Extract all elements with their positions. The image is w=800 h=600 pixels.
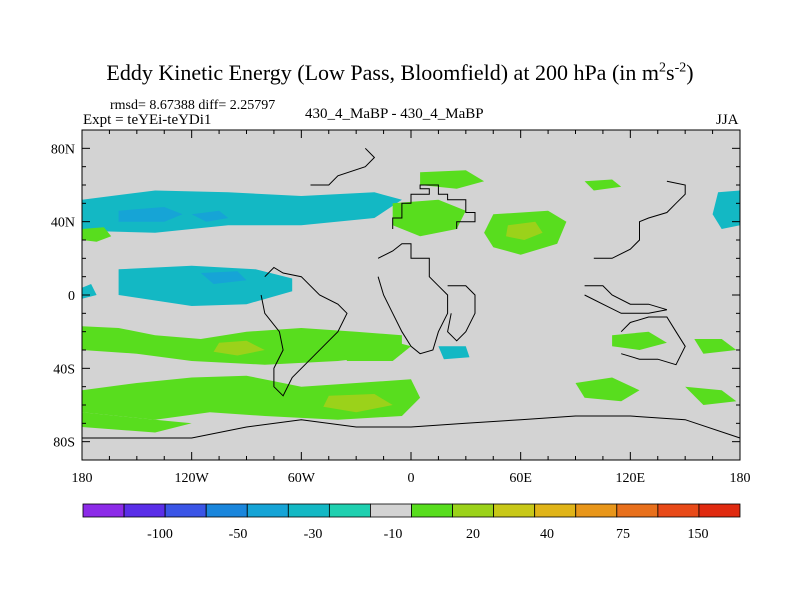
x-tick-label: 60W [288, 471, 316, 486]
colorbar-swatch [123, 503, 166, 518]
coastline-america-block [260, 266, 348, 397]
colorbar-swatch [493, 503, 536, 518]
coastline-europe-block [392, 184, 476, 229]
season-label: JJA [716, 112, 739, 128]
y-tick-label: 40S [53, 362, 75, 377]
region-europe-green-patch [392, 199, 466, 237]
colorbar-swatch [657, 503, 700, 518]
coastline-australia-block [620, 316, 686, 366]
region-north-atlantic-core-2 [191, 210, 229, 222]
colorbar-swatch [328, 503, 371, 518]
x-tick-label: 120W [175, 471, 210, 486]
region-south-atlantic-green [337, 339, 411, 361]
colorbar-swatch [698, 503, 741, 518]
colorbar-swatch [370, 503, 412, 518]
colorbar-swatch [534, 503, 577, 518]
x-tick-label: 120E [616, 471, 646, 486]
region-arctic-green-north [420, 170, 485, 189]
colorbar-swatch [575, 503, 618, 518]
coastline-africa-block [377, 243, 449, 355]
y-tick-label: 80N [51, 142, 75, 157]
region-northwest-pacific-band [712, 190, 740, 229]
colorbar-label: -10 [384, 527, 403, 542]
region-northwest-green-patch [82, 227, 112, 242]
colorbar-label: -100 [147, 527, 173, 542]
chart-title: Eddy Kinetic Energy (Low Pass, Bloomfiel… [106, 60, 694, 85]
x-tick-label: 180 [72, 471, 93, 486]
colorbar-label: 75 [616, 527, 630, 542]
region-indian-green-patch [575, 377, 640, 402]
region-north-atlantic-low-band [82, 190, 402, 233]
coastline-antarctica-block [82, 415, 741, 439]
region-southern-ocean-green-2 [82, 412, 192, 433]
y-tick-label: 40N [51, 216, 75, 231]
region-south-midlat-core [213, 340, 265, 356]
colorbar-swatch [616, 503, 659, 518]
coastline-east-asia-block [593, 180, 686, 259]
region-south-indian-green [612, 331, 667, 350]
x-tick-label: 180 [730, 471, 751, 486]
region-tropical-low [118, 265, 293, 306]
region-southern-ocean-core [323, 394, 393, 413]
comparison-label: 430_4_MaBP - 430_4_MaBP [305, 106, 484, 122]
colorbar-label: 150 [688, 527, 709, 542]
colorbar-swatch [205, 503, 248, 518]
colorbar-swatch [164, 503, 207, 518]
x-tick-label: 60E [509, 471, 532, 486]
region-far-south-east-green [694, 339, 737, 354]
region-asia-jet-core [506, 221, 543, 240]
colorbar-label: -30 [304, 527, 323, 542]
colorbar-swatch [287, 503, 330, 518]
y-tick-label: 0 [68, 289, 75, 304]
region-arctic-green-northeast [584, 179, 622, 191]
colorbar-swatch [411, 503, 453, 518]
region-tropical-low-core [200, 271, 247, 284]
region-southern-green-band-2 [685, 386, 737, 405]
colorbar-label: -50 [229, 527, 248, 542]
x-tick-label: 0 [408, 471, 415, 486]
coastline-indonesia-block [584, 285, 668, 314]
y-tick-label: 80S [53, 436, 75, 451]
experiment-label: Expt = teYEi-teYDi1 [83, 112, 212, 128]
colorbar-swatch [246, 503, 289, 518]
coastline-greenland-block [310, 147, 376, 186]
coastline-africa-east [447, 285, 476, 342]
colorbar-label: 20 [466, 527, 480, 542]
colorbar-swatch [82, 503, 125, 518]
stats-label: rmsd= 8.67388 diff= 2.25797 [110, 98, 276, 113]
region-north-atlantic-core [118, 207, 183, 222]
colorbar-label: 40 [540, 527, 554, 542]
region-south-atlantic-cyan [438, 346, 470, 360]
colorbar-swatch [452, 503, 495, 518]
